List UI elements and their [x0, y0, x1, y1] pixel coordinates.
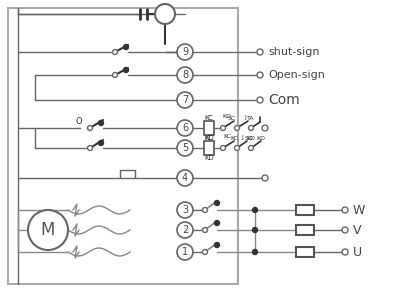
Circle shape [202, 227, 208, 232]
Text: 3: 3 [182, 205, 188, 215]
Circle shape [177, 92, 193, 108]
Circle shape [220, 145, 226, 150]
Circle shape [177, 170, 193, 186]
Text: Com: Com [268, 93, 300, 107]
Text: J: J [244, 116, 246, 121]
Circle shape [257, 49, 263, 55]
Circle shape [214, 220, 220, 225]
Bar [204, 141, 214, 155]
Text: J: J [241, 135, 243, 140]
Text: KD: KD [204, 155, 214, 161]
Circle shape [98, 140, 104, 145]
Text: M: M [41, 221, 55, 239]
Text: SC: SC [228, 116, 236, 121]
Circle shape [234, 145, 240, 150]
Circle shape [257, 72, 263, 78]
Circle shape [124, 67, 128, 72]
Circle shape [342, 249, 348, 255]
Circle shape [124, 44, 128, 50]
Circle shape [342, 207, 348, 213]
Text: KC: KC [204, 135, 214, 141]
Text: shut-sign: shut-sign [268, 47, 320, 57]
Circle shape [257, 97, 263, 103]
Text: KC: KC [223, 135, 231, 140]
Text: O: O [76, 117, 82, 126]
Circle shape [252, 208, 258, 213]
Circle shape [98, 121, 104, 126]
Text: 9: 9 [182, 47, 188, 57]
Circle shape [177, 67, 193, 83]
Circle shape [342, 227, 348, 233]
Text: 7: 7 [182, 95, 188, 105]
Circle shape [155, 4, 175, 24]
Circle shape [177, 120, 193, 136]
Circle shape [177, 244, 193, 260]
Circle shape [214, 201, 220, 206]
Text: W: W [353, 204, 365, 216]
Text: 5: 5 [182, 143, 188, 153]
Circle shape [28, 210, 68, 250]
Text: KC: KC [230, 135, 238, 140]
Circle shape [88, 145, 92, 150]
Circle shape [177, 202, 193, 218]
Circle shape [202, 249, 208, 255]
Circle shape [88, 126, 92, 131]
Text: KD: KD [204, 135, 214, 141]
Text: KD: KD [246, 136, 256, 142]
Circle shape [234, 126, 240, 131]
Text: TA: TA [247, 117, 255, 121]
Circle shape [252, 227, 258, 232]
Circle shape [248, 145, 254, 150]
Text: V: V [353, 223, 362, 237]
Text: 2: 2 [182, 225, 188, 235]
Circle shape [262, 125, 268, 131]
Circle shape [214, 242, 220, 248]
Bar [296, 225, 314, 235]
Text: 6: 6 [182, 123, 188, 133]
Text: KC: KC [204, 115, 214, 121]
Bar [296, 205, 314, 215]
Circle shape [220, 126, 226, 131]
Circle shape [202, 208, 208, 213]
Circle shape [177, 222, 193, 238]
Circle shape [177, 44, 193, 60]
Circle shape [252, 249, 258, 255]
Circle shape [177, 140, 193, 156]
Circle shape [112, 50, 118, 55]
Circle shape [248, 126, 254, 131]
Circle shape [262, 175, 268, 181]
Text: 4: 4 [182, 173, 188, 183]
Text: U: U [353, 246, 362, 258]
Bar [204, 121, 214, 135]
Text: Open-sign: Open-sign [268, 70, 325, 80]
Text: 1: 1 [182, 247, 188, 257]
Bar [8, 8, 238, 284]
Text: 8: 8 [182, 70, 188, 80]
Text: KD: KD [222, 114, 232, 119]
Bar [296, 247, 314, 257]
Circle shape [112, 72, 118, 77]
Text: KD: KD [256, 136, 266, 142]
Text: SO: SO [244, 135, 254, 140]
